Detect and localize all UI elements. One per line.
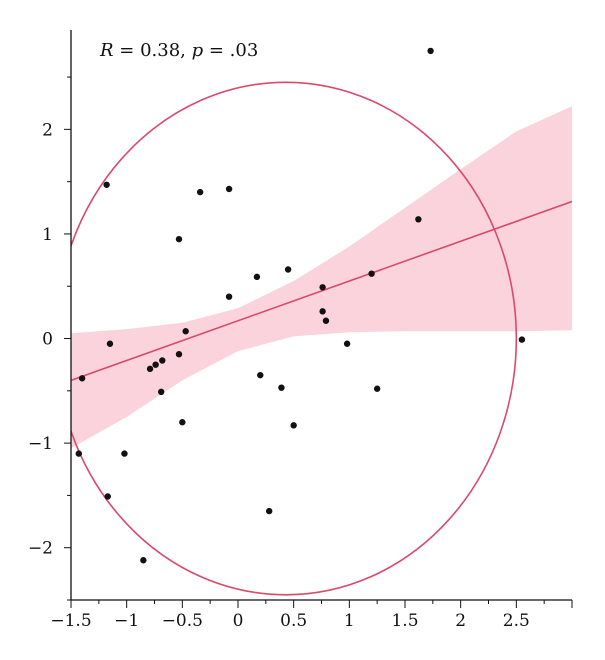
points-layer xyxy=(75,47,526,564)
data-point xyxy=(427,47,434,55)
data-point xyxy=(368,270,375,277)
data-point xyxy=(225,293,233,300)
x-tick-label: −1 xyxy=(114,611,139,631)
x-tick-label: 2.5 xyxy=(503,611,530,631)
x-tick-label: −1.5 xyxy=(50,611,91,631)
data-point xyxy=(253,273,261,281)
p-value: = .03 xyxy=(203,40,258,61)
axes-layer: −1.5 −1 −0.5 0 0.5 1 1.5 2 2.5 −2 −1 0 1 2 xyxy=(28,30,573,631)
confidence-band-layer xyxy=(71,106,572,449)
data-point xyxy=(140,557,147,564)
ellipse-layer xyxy=(71,81,518,596)
data-point xyxy=(106,340,114,347)
data-point xyxy=(146,365,154,373)
data-point xyxy=(75,450,82,457)
x-tick-label: 0 xyxy=(233,611,244,631)
data-point xyxy=(179,419,186,426)
data-point xyxy=(196,188,204,196)
data-point xyxy=(518,336,526,343)
data-point xyxy=(157,388,165,396)
y-tick-label: 2 xyxy=(42,120,53,140)
data-point xyxy=(319,284,326,291)
p-symbol: p xyxy=(192,40,204,61)
correlation-annotation: R = 0.38, p = .03 xyxy=(99,40,258,61)
x-tick-label: 2 xyxy=(455,611,466,631)
data-point xyxy=(152,361,159,368)
regression-line xyxy=(71,200,572,382)
data-point xyxy=(175,235,183,243)
data-point xyxy=(225,185,233,193)
r-value: = 0.38, xyxy=(114,40,192,61)
y-tick-label: −2 xyxy=(28,539,53,559)
x-tick-label: 1 xyxy=(344,611,355,631)
x-tick-label: −0.5 xyxy=(162,611,203,631)
data-point xyxy=(121,450,128,457)
y-tick-label: 1 xyxy=(42,225,53,245)
x-tick-label: 0.5 xyxy=(280,611,307,631)
data-point xyxy=(284,266,292,273)
data-point xyxy=(319,308,326,315)
data-point xyxy=(278,384,285,391)
data-point xyxy=(182,328,189,335)
data-point xyxy=(103,181,110,188)
y-tick-label: −1 xyxy=(28,434,53,454)
confidence-ellipse xyxy=(71,81,518,596)
y-tick-label: 0 xyxy=(42,330,53,350)
data-point xyxy=(290,422,297,429)
data-point xyxy=(265,507,273,515)
data-point xyxy=(175,351,183,358)
fit-line-layer xyxy=(71,200,572,382)
confidence-band xyxy=(71,106,572,449)
data-point xyxy=(104,493,111,500)
data-point xyxy=(78,375,86,382)
r-symbol: R xyxy=(99,40,114,61)
data-point xyxy=(159,357,166,364)
data-point xyxy=(343,340,351,347)
x-tick-label: 1.5 xyxy=(391,611,418,631)
data-point xyxy=(322,317,330,324)
data-point xyxy=(257,371,264,379)
data-point xyxy=(373,385,381,392)
data-point xyxy=(415,216,422,223)
